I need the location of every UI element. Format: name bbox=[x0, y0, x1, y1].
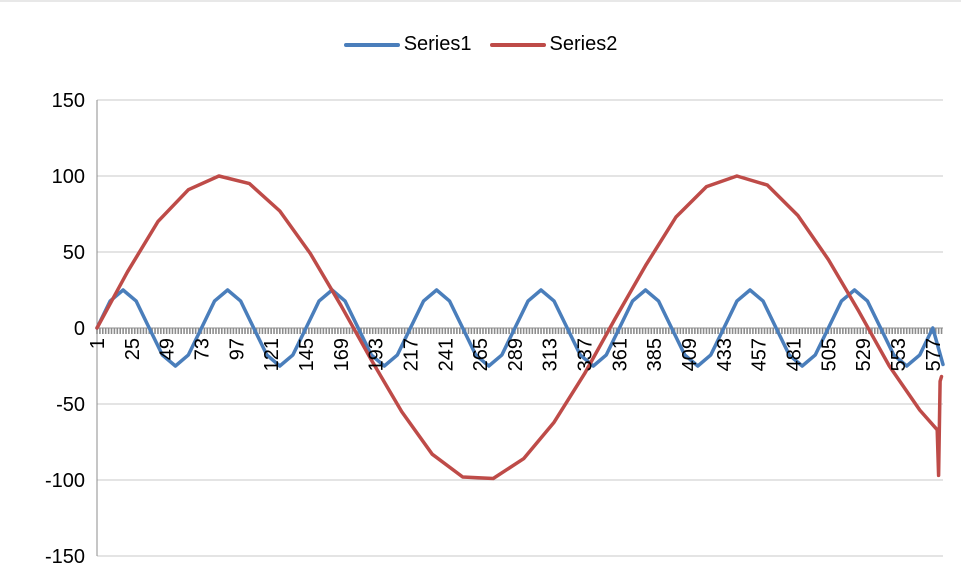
x-tick-label: 385 bbox=[644, 338, 666, 371]
legend-swatch-series2 bbox=[489, 42, 546, 47]
series-lines bbox=[95, 174, 945, 481]
x-tick-label: 481 bbox=[784, 338, 806, 371]
legend-swatch-series1 bbox=[343, 42, 400, 47]
x-tick-label: 577 bbox=[923, 338, 945, 371]
x-tick-label: 457 bbox=[749, 338, 771, 371]
x-tick-label: 553 bbox=[888, 338, 910, 371]
x-tick-label: 505 bbox=[818, 338, 840, 371]
x-tick-label: 289 bbox=[505, 338, 527, 371]
legend: Series1 Series2 bbox=[0, 33, 961, 56]
x-tick-label: 361 bbox=[609, 338, 631, 371]
x-tick-label: 97 bbox=[226, 338, 248, 360]
series-line-2 bbox=[95, 174, 944, 481]
x-tick-label: 25 bbox=[122, 338, 144, 360]
x-tick-label: 169 bbox=[331, 338, 353, 371]
x-tick-label: 313 bbox=[540, 338, 562, 371]
x-tick-label: 49 bbox=[157, 338, 179, 360]
x-tick-label: 73 bbox=[191, 338, 213, 360]
y-tick-label: -150 bbox=[45, 546, 85, 568]
y-tick-label: -100 bbox=[45, 470, 85, 492]
y-tick-label: -50 bbox=[56, 394, 85, 416]
y-tick-labels: 150 100 50 0 -50 -100 -150 bbox=[45, 90, 85, 568]
x-tick-label: 529 bbox=[853, 338, 875, 371]
x-tick-label: 217 bbox=[400, 338, 422, 371]
legend-item-series1[interactable]: Series1 bbox=[343, 33, 472, 56]
x-tick-label: 265 bbox=[470, 338, 492, 371]
x-tick-label: 433 bbox=[714, 338, 736, 371]
x-tick-label: 145 bbox=[296, 338, 318, 371]
y-tick-label: 50 bbox=[63, 242, 85, 264]
x-tick-label: 337 bbox=[575, 338, 597, 371]
legend-item-series2[interactable]: Series2 bbox=[489, 33, 618, 56]
y-tick-label: 150 bbox=[52, 90, 85, 112]
y-tick-label: 100 bbox=[52, 166, 85, 188]
y-tick-label: 0 bbox=[74, 318, 85, 340]
axes bbox=[96, 100, 943, 556]
legend-label-series2: Series2 bbox=[549, 33, 618, 55]
x-tick-label: 121 bbox=[261, 338, 283, 371]
legend-label-series1: Series1 bbox=[403, 33, 472, 55]
x-tick-label: 241 bbox=[435, 338, 457, 371]
x-tick-label: 193 bbox=[366, 338, 388, 371]
x-tick-labels: 1 25 49 73 97 121 145 169 193 217 241 265 289 313 337 3… bbox=[87, 338, 945, 371]
x-tick-label: 1 bbox=[87, 338, 109, 349]
x-tick-label: 409 bbox=[679, 338, 701, 371]
series-line-1 bbox=[95, 288, 945, 368]
